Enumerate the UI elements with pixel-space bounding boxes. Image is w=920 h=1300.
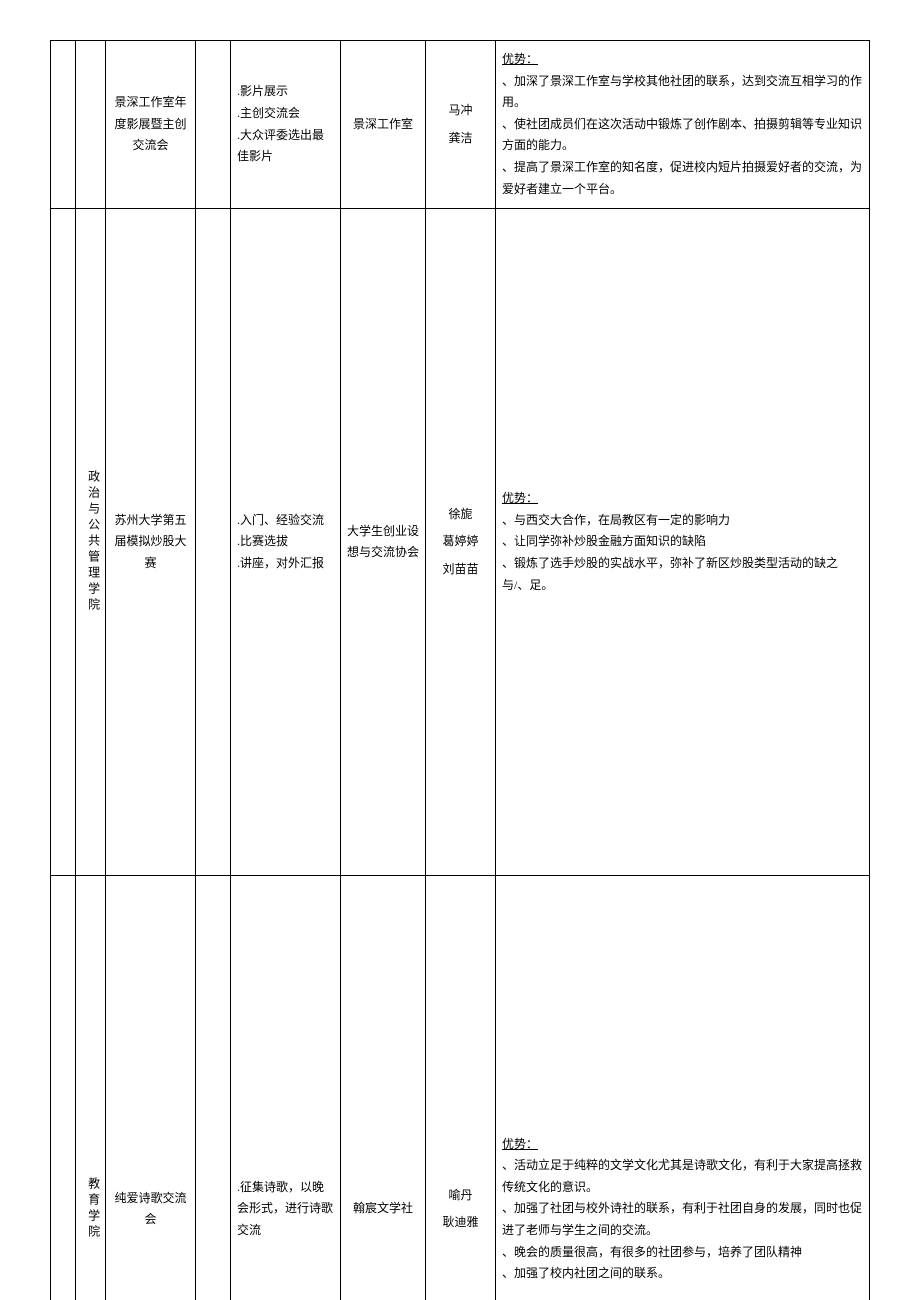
- cell-content: .入门、经验交流 .比赛选拔 .讲座，对外汇报: [231, 209, 341, 876]
- table-row: 景深工作室年度影展暨主创交流会 .影片展示 .主创交流会 .大众评委选出最佳影片…: [51, 41, 870, 209]
- person-name: 马冲: [432, 100, 489, 122]
- cell-dept: 政治与公共管理学院: [76, 209, 106, 876]
- table-row: 政治与公共管理学院 苏州大学第五届模拟炒股大赛 .入门、经验交流 .比赛选拔 .…: [51, 209, 870, 876]
- detail-line: 、活动立足于纯粹的文学文化尤其是诗歌文化，有利于大家提高拯救传统文化的意识。: [502, 1155, 863, 1198]
- cell-detail: 优势： 、与西交大合作，在局教区有一定的影响力 、让同学弥补炒股金融方面知识的缺…: [496, 209, 870, 876]
- cell-activity: 景深工作室年度影展暨主创交流会: [106, 41, 196, 209]
- table-row: 教育学院 纯爱诗歌交流会 .征集诗歌，以晚会形式，进行诗歌交流 翰宸文学社 喻丹…: [51, 876, 870, 1300]
- person-name: 喻丹: [432, 1185, 489, 1207]
- cell-num: [51, 41, 76, 209]
- content-line: .主创交流会: [237, 103, 334, 125]
- detail-line: 、加深了景深工作室与学校其他社团的联系，达到交流互相学习的作用。: [502, 71, 863, 114]
- detail-line: 、加强了校内社团之间的联系。: [502, 1263, 863, 1285]
- activity-text: 苏州大学第五届模拟炒股大赛: [114, 513, 186, 570]
- person-name: 龚洁: [432, 128, 489, 150]
- content-line: .比赛选拔: [237, 531, 334, 553]
- cell-people: 徐旎 葛婷婷 刘苗苗: [426, 209, 496, 876]
- detail-label: 优势：: [502, 52, 538, 66]
- detail-line: 、加强了社团与校外诗社的联系，有利于社团自身的发展，同时也促进了老师与学生之间的…: [502, 1198, 863, 1241]
- detail-label: 优势：: [502, 491, 538, 505]
- person-name: 徐旎: [432, 504, 489, 526]
- cell-blank: [196, 876, 231, 1300]
- cell-detail: 优势： 、活动立足于纯粹的文学文化尤其是诗歌文化，有利于大家提高拯救传统文化的意…: [496, 876, 870, 1300]
- detail-label: 优势：: [502, 1137, 538, 1151]
- activity-table: 景深工作室年度影展暨主创交流会 .影片展示 .主创交流会 .大众评委选出最佳影片…: [50, 40, 870, 1300]
- content-line: .入门、经验交流: [237, 510, 334, 532]
- cell-blank: [196, 41, 231, 209]
- detail-line: 、晚会的质量很高，有很多的社团参与，培养了团队精神: [502, 1242, 863, 1264]
- detail-line: 、使社团成员们在这次活动中锻炼了创作剧本、拍摄剪辑等专业知识方面的能力。: [502, 114, 863, 157]
- dept-text: 教育学院: [82, 884, 104, 1300]
- cell-detail: 优势： 、加深了景深工作室与学校其他社团的联系，达到交流互相学习的作用。 、使社…: [496, 41, 870, 209]
- content-line: .大众评委选出最佳影片: [237, 125, 334, 168]
- activity-text: 纯爱诗歌交流会: [114, 1191, 186, 1227]
- detail-line: 、锻炼了选手炒股的实战水平，弥补了新区炒股类型活动的缺之与/、足。: [502, 553, 863, 596]
- content-line: .讲座，对外汇报: [237, 553, 334, 575]
- cell-blank: [196, 209, 231, 876]
- person-name: 刘苗苗: [432, 559, 489, 581]
- activity-text: 景深工作室年度影展暨主创交流会: [114, 95, 186, 152]
- cell-people: 马冲 龚洁: [426, 41, 496, 209]
- cell-activity: 纯爱诗歌交流会: [106, 876, 196, 1300]
- cell-num: [51, 209, 76, 876]
- org-text: 景深工作室: [353, 117, 413, 131]
- person-name: 葛婷婷: [432, 531, 489, 553]
- dept-text: 政治与公共管理学院: [82, 217, 104, 867]
- cell-org: 景深工作室: [341, 41, 426, 209]
- cell-content: .影片展示 .主创交流会 .大众评委选出最佳影片: [231, 41, 341, 209]
- detail-line: 、提高了景深工作室的知名度，促进校内短片拍摄爱好者的交流，为爱好者建立一个平台。: [502, 157, 863, 200]
- cell-num: [51, 876, 76, 1300]
- org-text: 大学生创业设想与交流协会: [347, 524, 419, 560]
- cell-org: 大学生创业设想与交流协会: [341, 209, 426, 876]
- detail-line: 、让同学弥补炒股金融方面知识的缺陷: [502, 531, 863, 553]
- cell-content: .征集诗歌，以晚会形式，进行诗歌交流: [231, 876, 341, 1300]
- cell-dept: 教育学院: [76, 876, 106, 1300]
- cell-people: 喻丹 耿迪雅: [426, 876, 496, 1300]
- person-name: 耿迪雅: [432, 1212, 489, 1234]
- cell-activity: 苏州大学第五届模拟炒股大赛: [106, 209, 196, 876]
- cell-dept: [76, 41, 106, 209]
- detail-line: 、与西交大合作，在局教区有一定的影响力: [502, 510, 863, 532]
- org-text: 翰宸文学社: [353, 1201, 413, 1215]
- content-line: .征集诗歌，以晚会形式，进行诗歌交流: [237, 1177, 334, 1242]
- cell-org: 翰宸文学社: [341, 876, 426, 1300]
- content-line: .影片展示: [237, 81, 334, 103]
